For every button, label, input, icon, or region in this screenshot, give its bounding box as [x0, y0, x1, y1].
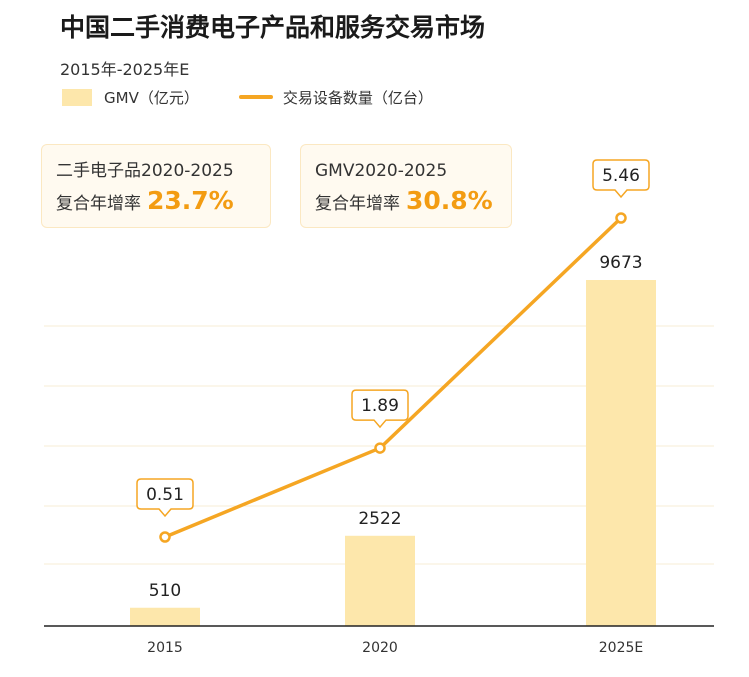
line-value-bubble-2015: [136, 478, 194, 518]
line-value-label-2025E: 5.46: [602, 166, 640, 186]
legend-bar-label: GMV（亿元）: [104, 88, 199, 107]
x-tick-label-2015: 2015: [147, 640, 183, 656]
bar-value-label-2020: 2522: [358, 509, 401, 529]
line-value-label-2015: 0.51: [146, 485, 184, 505]
legend-line-swatch: [238, 95, 273, 99]
callout-gmv-line2-wrap: 复合年增率 30.8%: [315, 186, 497, 219]
bar-value-label-2015: 510: [149, 581, 181, 601]
bar-value-label-2025E: 9673: [599, 253, 642, 273]
chart-subtitle: 2015年-2025年E: [60, 60, 190, 79]
line-value-bubble-2020: [351, 389, 409, 429]
callout-gmv-line1: GMV2020-2025: [315, 161, 448, 181]
bar-2020: [345, 535, 415, 626]
bar-2025E: [586, 280, 656, 626]
callout-gmv-cagr: GMV2020-2025 复合年增率 30.8%: [300, 144, 512, 228]
line-series-devices: [164, 216, 623, 539]
legend: GMV（亿元） 交易设备数量（亿台）: [62, 86, 433, 108]
line-point-2015: [159, 531, 171, 543]
bar-2015: [130, 607, 200, 626]
legend-line-label: 交易设备数量（亿台）: [282, 88, 433, 107]
callout-electronics-line2: 复合年增率: [56, 194, 141, 214]
callout-gmv-line2: 复合年增率: [315, 194, 400, 214]
callout-gmv-value: 30.8%: [406, 186, 493, 215]
line-value-label-2020: 1.89: [361, 396, 399, 416]
chart-title: 中国二手消费电子产品和服务交易市场: [60, 13, 486, 42]
callout-electronics-line2-wrap: 复合年增率 23.7%: [56, 186, 256, 219]
line-point-2025E: [615, 212, 627, 224]
line-value-bubble-2025E: [592, 159, 650, 199]
callout-electronics-value: 23.7%: [147, 186, 234, 215]
line-point-2020: [374, 442, 386, 454]
x-tick-label-2025E: 2025E: [599, 640, 643, 656]
legend-bar-swatch: [62, 88, 92, 106]
callout-electronics-line1: 二手电子品2020-2025: [56, 161, 234, 181]
callout-electronics-cagr: 二手电子品2020-2025 复合年增率 23.7%: [41, 144, 271, 228]
x-tick-label-2020: 2020: [362, 640, 398, 656]
